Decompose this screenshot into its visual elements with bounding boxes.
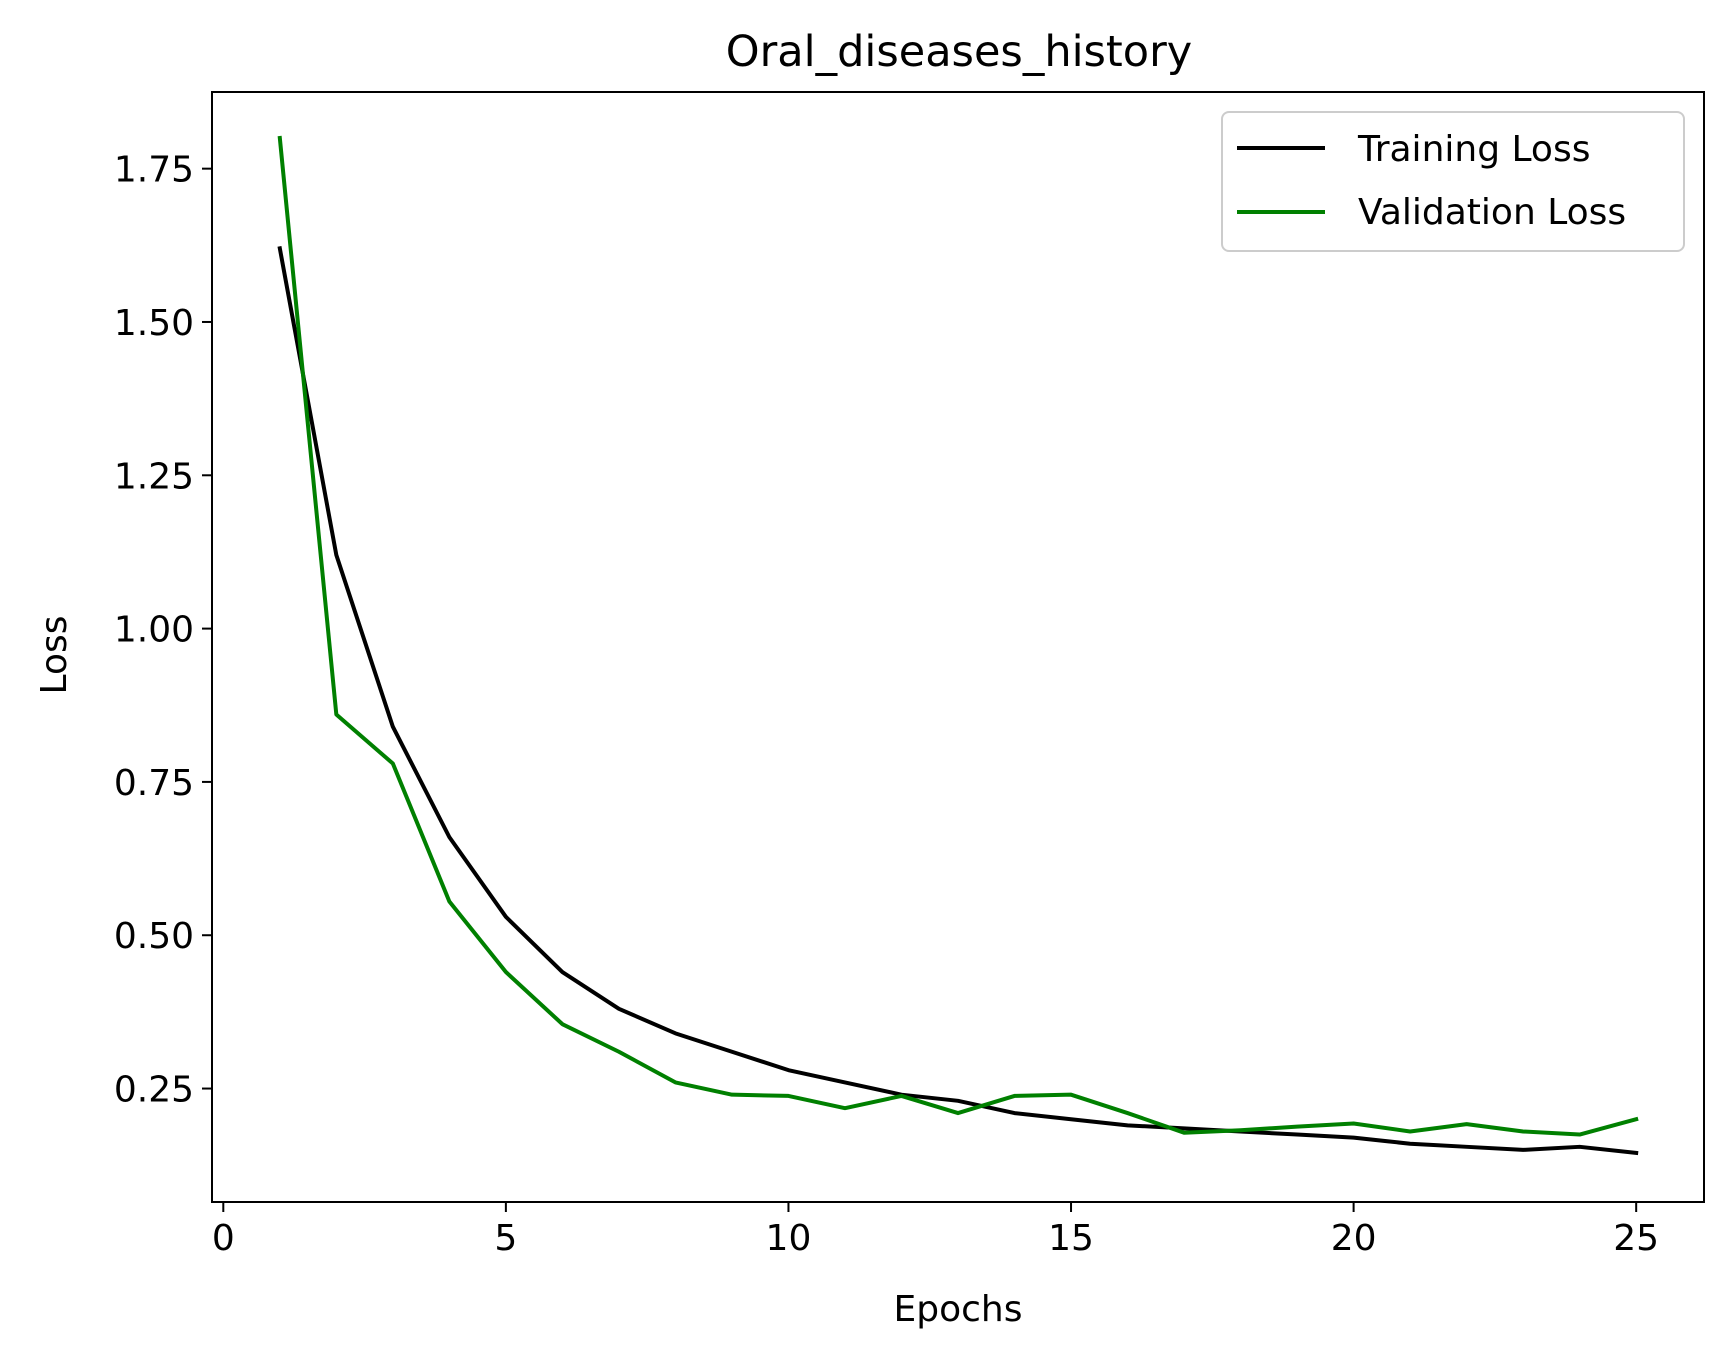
legend-label-training-loss: Training Loss	[1357, 129, 1590, 170]
legend-frame	[1221, 111, 1685, 252]
y-tick-label: 1.50	[114, 303, 194, 344]
ticks-layer: 0 5 10 15 20 25 0.25 0.50 0.75 1.00 1.25 1.50 1.75	[114, 150, 1659, 1259]
x-tick-label: 20	[1331, 1218, 1377, 1259]
series-layer	[277, 135, 1639, 1156]
y-tick-label: 0.75	[114, 763, 194, 804]
legend: Training Loss Validation Loss	[1221, 111, 1685, 252]
y-tick-label: 1.75	[114, 150, 194, 191]
series-line-validation-loss	[277, 135, 1639, 1137]
x-tick-label: 5	[494, 1218, 517, 1259]
y-tick-label: 0.50	[114, 916, 194, 957]
x-tick-label: 10	[766, 1218, 812, 1259]
x-axis-title: Epochs	[894, 1289, 1023, 1330]
legend-label-validation-loss: Validation Loss	[1358, 192, 1626, 233]
series-line-training-loss	[277, 246, 1639, 1156]
y-tick-label: 1.00	[114, 610, 194, 651]
y-tick-label: 0.25	[114, 1070, 194, 1111]
plot-area-frame	[211, 91, 1705, 1203]
x-tick-label: 0	[212, 1218, 235, 1259]
y-tick-label: 1.25	[114, 456, 194, 497]
chart-title: Oral_diseases_history	[726, 27, 1192, 77]
x-tick-label: 15	[1048, 1218, 1094, 1259]
x-tick-label: 25	[1613, 1218, 1659, 1259]
y-axis-title: Loss	[34, 616, 75, 695]
